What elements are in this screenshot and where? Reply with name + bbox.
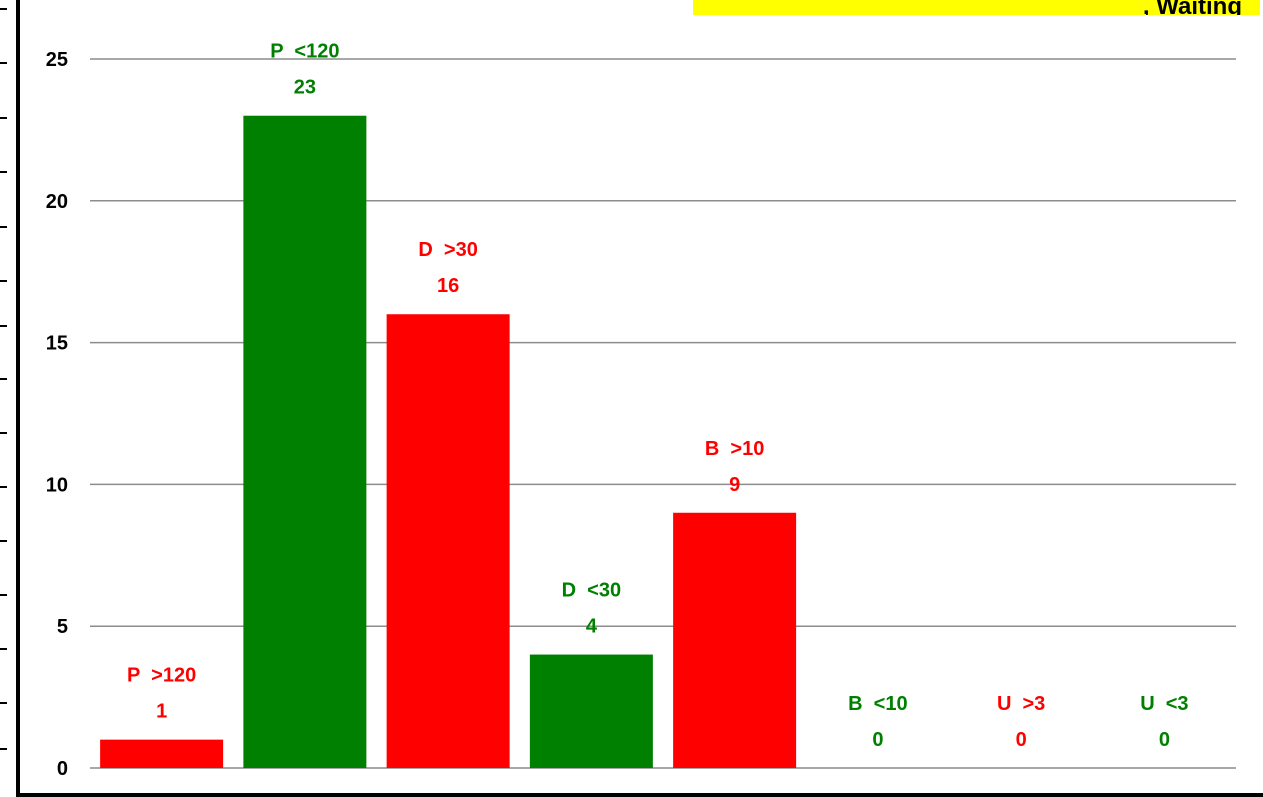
edge-tick	[0, 117, 7, 119]
left-edge-strip	[0, 0, 16, 797]
bar-value-label: 16	[437, 275, 459, 297]
bar	[243, 115, 367, 769]
bar-value-label: 4	[586, 616, 598, 638]
edge-tick	[0, 702, 7, 704]
y-tick-label: 0	[57, 758, 68, 780]
edge-tick	[0, 171, 7, 173]
edge-tick	[0, 432, 7, 434]
bar-category-label: D <30	[562, 580, 621, 602]
bar-category-label: B >10	[705, 438, 764, 460]
bar	[673, 512, 797, 768]
chart-frame	[16, 0, 1263, 797]
edge-tick	[0, 378, 7, 380]
bar	[529, 654, 653, 768]
bar-value-label: 9	[729, 474, 740, 496]
bar-category-label: U >3	[997, 693, 1045, 715]
edge-tick	[0, 8, 7, 10]
bar-category-label: U <3	[1140, 693, 1188, 715]
y-tick-label: 15	[46, 333, 68, 355]
edge-tick	[0, 594, 7, 596]
bar-value-label: 23	[294, 77, 316, 99]
chart-title-fragment: , Waiting	[1142, 0, 1242, 15]
bar-value-label: 0	[1016, 729, 1027, 751]
edge-tick	[0, 325, 7, 327]
bar-category-label: P <120	[270, 41, 339, 63]
bar	[100, 739, 224, 768]
bar-category-label: B <10	[848, 693, 907, 715]
chart-title-banner: , Waiting	[693, 0, 1260, 15]
y-tick-label: 10	[46, 474, 68, 496]
y-tick-label: 5	[57, 616, 68, 638]
bar-value-label: 0	[872, 729, 883, 751]
bar-value-label: 1	[156, 701, 167, 723]
edge-tick	[0, 62, 7, 64]
bar-category-label: P >120	[127, 665, 196, 687]
bar-value-label: 0	[1159, 729, 1170, 751]
bar-category-label: D >30	[418, 239, 477, 261]
edge-tick	[0, 648, 7, 650]
edge-tick	[0, 748, 7, 750]
y-tick-label: 25	[46, 49, 68, 71]
y-tick-label: 20	[46, 191, 68, 213]
bar	[386, 314, 510, 768]
edge-tick	[0, 540, 7, 542]
edge-tick	[0, 486, 7, 488]
edge-tick	[0, 280, 7, 282]
edge-tick	[0, 226, 7, 228]
